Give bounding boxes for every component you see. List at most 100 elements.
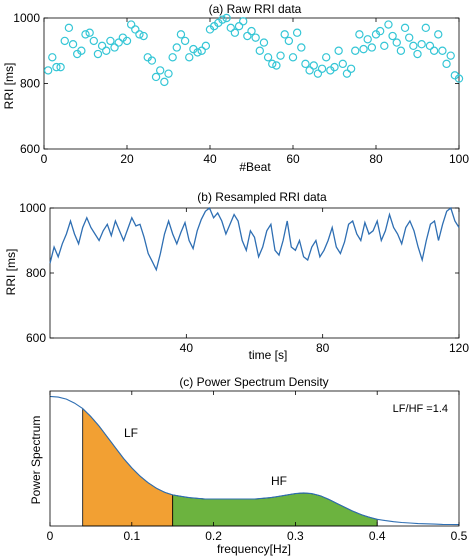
data-point <box>218 15 227 24</box>
data-point <box>421 23 430 33</box>
panel-c-frame <box>49 390 460 527</box>
data-point <box>201 41 211 51</box>
data-point <box>110 43 119 52</box>
data-point <box>276 51 285 60</box>
data-point <box>342 69 352 78</box>
data-point <box>284 36 294 46</box>
panel-b-series-line <box>49 206 460 272</box>
x-tick-label: 80 <box>316 341 330 355</box>
panel-c: (c) Power Spectrum Density 0 0.1 0.2 0.3 0.4… <box>29 375 468 556</box>
data-point <box>384 20 393 29</box>
data-point <box>429 46 439 55</box>
data-point <box>64 23 74 33</box>
data-point <box>305 66 314 75</box>
panel-b-title: (b) Resampled RRI data <box>197 190 327 204</box>
y-tick-label: 800 <box>26 266 46 280</box>
data-point <box>176 30 186 39</box>
data-point <box>102 46 111 55</box>
data-point <box>255 46 264 55</box>
data-point <box>243 31 252 41</box>
panel-b-ylabel: RRI [ms] <box>4 249 18 296</box>
x-tick-label: 0.5 <box>451 529 468 543</box>
panel-a-xlabel: #Beat <box>239 160 271 174</box>
panel-b-xlabel: time [s] <box>249 348 288 362</box>
data-point <box>317 64 327 73</box>
panel-b-frame <box>49 207 460 339</box>
x-tick-label: 100 <box>449 152 469 166</box>
data-point <box>351 46 360 55</box>
y-tick-label: 600 <box>26 331 46 345</box>
data-point <box>180 36 190 46</box>
data-point <box>43 66 53 75</box>
data-point <box>338 59 347 69</box>
data-point <box>52 62 61 72</box>
data-point <box>392 38 401 47</box>
data-point <box>48 53 57 62</box>
data-point <box>135 30 144 39</box>
data-point <box>380 41 389 51</box>
data-point <box>151 72 161 82</box>
x-tick-label: 0.2 <box>205 529 222 543</box>
x-tick-label: 60 <box>286 152 300 166</box>
y-tick-label: 800 <box>20 77 40 91</box>
data-point <box>454 74 464 83</box>
data-point <box>375 26 385 36</box>
data-point <box>322 53 331 62</box>
panel-c-xlabel: frequency[Hz] <box>217 542 291 556</box>
x-tick-label: 120 <box>449 341 469 355</box>
psd-curve <box>49 395 460 526</box>
data-point <box>106 36 115 46</box>
data-point <box>280 30 289 39</box>
data-point <box>172 43 181 52</box>
data-point <box>251 33 260 42</box>
data-point <box>301 59 310 69</box>
data-point <box>247 26 256 36</box>
data-point <box>263 53 273 62</box>
data-point <box>409 41 418 51</box>
data-point <box>346 64 356 73</box>
panel-a: (a) Raw RRI data 600 800 1000 0 20 40 60 80 100… <box>2 2 469 174</box>
data-point <box>89 36 99 46</box>
data-point <box>400 23 410 33</box>
data-point <box>168 53 177 62</box>
data-point <box>97 41 107 51</box>
data-point <box>367 43 377 52</box>
panel-b: (b) Resampled RRI data 600 800 1000 40 80 12… <box>4 190 469 362</box>
x-tick-label: 0 <box>41 152 48 166</box>
data-point <box>226 23 235 33</box>
x-tick-label: 40 <box>180 341 194 355</box>
x-tick-label: 0.1 <box>123 529 140 543</box>
data-point <box>222 13 231 23</box>
data-point <box>259 38 269 47</box>
data-point <box>77 46 86 55</box>
hf-band-label: HF <box>271 474 287 488</box>
y-tick-label: 600 <box>20 142 40 156</box>
data-point <box>405 33 414 42</box>
data-point <box>160 77 169 87</box>
data-point <box>330 62 339 72</box>
data-point <box>268 59 277 69</box>
data-point <box>131 25 140 34</box>
data-point <box>126 20 136 29</box>
x-tick-label: 20 <box>120 152 134 166</box>
panel-b-xticks: 40 80 120 <box>180 208 469 355</box>
x-tick-label: 80 <box>369 152 383 166</box>
data-point <box>60 36 69 46</box>
y-tick-label: 1000 <box>13 11 40 25</box>
data-point <box>309 61 318 70</box>
data-point <box>230 28 240 37</box>
data-point <box>272 61 281 70</box>
data-point <box>193 48 202 57</box>
data-point <box>114 38 123 47</box>
x-tick-label: 40 <box>203 152 217 166</box>
data-point <box>446 51 455 60</box>
data-point <box>417 40 426 49</box>
data-point <box>297 43 306 52</box>
data-point <box>396 46 406 55</box>
panel-a-points <box>43 13 464 87</box>
data-point <box>425 41 435 51</box>
lf-hf-ratio-annotation: LF/HF =1.4 <box>393 403 448 415</box>
panel-a-ylabel: RRI [ms] <box>2 63 16 110</box>
hf-band-area <box>172 492 378 527</box>
